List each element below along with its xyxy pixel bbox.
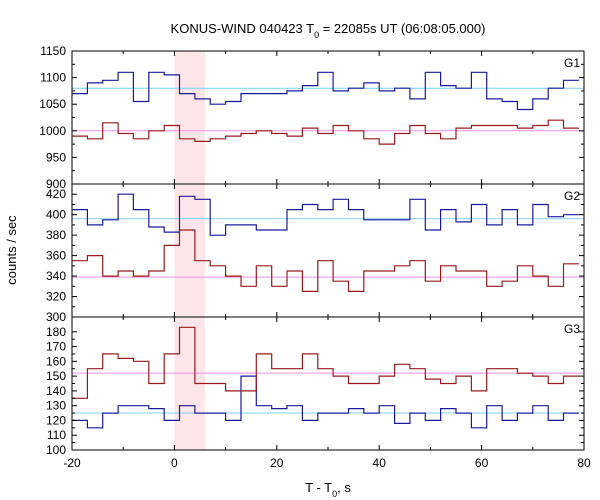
y-tick-label: 900 xyxy=(46,177,66,191)
y-tick-label: 420 xyxy=(46,187,66,201)
y-tick-label: 130 xyxy=(46,399,66,413)
panel-frame xyxy=(71,50,585,185)
y-tick-label: 400 xyxy=(46,208,66,222)
series-line-1 xyxy=(72,71,579,111)
y-tick-label: 1050 xyxy=(39,97,66,111)
series-line-2 xyxy=(72,119,579,145)
y-tick-label: 320 xyxy=(46,290,66,304)
x-tick-label: 40 xyxy=(373,456,387,470)
y-tick-label: 950 xyxy=(46,150,66,164)
y-tick-label: 380 xyxy=(46,228,66,242)
x-tick-label: 20 xyxy=(270,456,284,470)
y-tick-label: 180 xyxy=(46,325,66,339)
y-tick-label: 140 xyxy=(46,384,66,398)
panel-label: G1 xyxy=(564,56,580,70)
burst-interval-highlight xyxy=(174,51,206,450)
plot-layer: 9009501000105011001150G13003203403603804… xyxy=(39,44,591,470)
y-tick-label: 340 xyxy=(46,269,66,283)
x-tick-label: 0 xyxy=(171,456,178,470)
y-tick-label: 1100 xyxy=(40,71,66,85)
panel-frame xyxy=(71,183,585,318)
panel-label: G2 xyxy=(564,189,580,203)
panel-g2: 300 320 340 360 380 400 420 G2 xyxy=(46,183,585,324)
y-tick-label: 110 xyxy=(47,428,66,442)
y-tick-label: 300 xyxy=(46,310,66,324)
y-axis-label: counts / sec xyxy=(4,215,19,285)
x-axis-label: T - T0, s xyxy=(305,480,351,499)
y-tick-label: 100 xyxy=(46,443,66,457)
series-line-1 xyxy=(72,375,579,429)
chart-title: KONUS-WIND 040423 T0 = 22085s UT (06:08:… xyxy=(171,21,486,40)
y-tick-label: 150 xyxy=(46,369,66,383)
y-tick-label: 120 xyxy=(46,413,66,427)
x-tick-label: 80 xyxy=(577,456,591,470)
x-tick-label: 60 xyxy=(475,456,489,470)
panel-label: G3 xyxy=(564,322,580,336)
y-tick-label: 1150 xyxy=(40,44,66,58)
y-tick-label: 160 xyxy=(46,354,66,368)
series-line-2 xyxy=(72,326,579,399)
y-tick-label: 1000 xyxy=(39,124,66,138)
y-tick-label: 360 xyxy=(46,249,66,263)
y-tick-label: 170 xyxy=(46,340,66,354)
series-line-2 xyxy=(72,229,579,292)
series-line-1 xyxy=(72,193,579,236)
x-tick-label: -20 xyxy=(63,456,81,470)
panel-g1: 900 950 1000 1050 1100 1150 G1 xyxy=(39,44,585,191)
